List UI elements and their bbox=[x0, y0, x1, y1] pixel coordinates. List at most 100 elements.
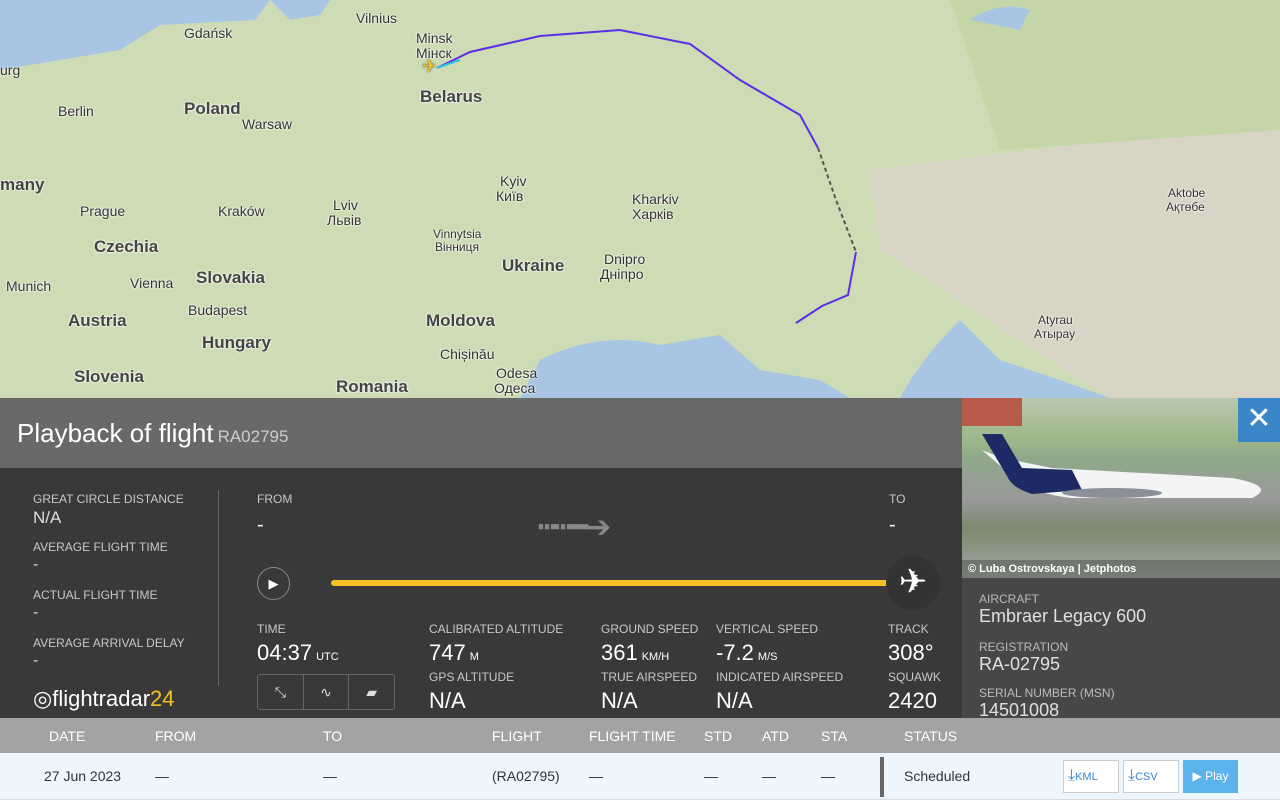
slider-handle-plane-icon[interactable]: ✈ bbox=[886, 556, 940, 610]
map-label: Slovakia bbox=[196, 268, 265, 287]
indicated-airspeed-label: INDICATED AIRSPEED bbox=[716, 670, 844, 684]
cell-to: — bbox=[323, 768, 337, 784]
play-row-button[interactable]: ▶ Play bbox=[1183, 760, 1238, 793]
cell-from: — bbox=[155, 768, 169, 784]
map-label: Hungary bbox=[202, 333, 271, 352]
col-to: TO bbox=[323, 728, 343, 744]
map-label: Lviv bbox=[333, 197, 358, 213]
map-label: Odesa bbox=[496, 365, 538, 381]
close-icon: ✕ bbox=[1246, 402, 1272, 435]
flight-path-end bbox=[795, 251, 857, 324]
route-icon[interactable]: ∿ bbox=[304, 675, 350, 709]
map-label: Kraków bbox=[218, 203, 265, 219]
progress-slider[interactable] bbox=[331, 580, 911, 586]
map-label: Austria bbox=[68, 311, 127, 330]
col-from: FROM bbox=[155, 728, 197, 744]
kml-download-button[interactable]: ⤓KML bbox=[1063, 760, 1119, 793]
flight-path-gap bbox=[817, 147, 857, 253]
track-label: TRACK bbox=[888, 622, 929, 636]
cell-status: Scheduled bbox=[904, 768, 971, 784]
map-label: Ukraine bbox=[502, 256, 565, 275]
col-date: DATE bbox=[49, 728, 86, 744]
map-label: Ақтөбе bbox=[1166, 200, 1205, 214]
time-unit: UTC bbox=[316, 651, 339, 663]
true-airspeed-value: N/A bbox=[601, 688, 638, 713]
chart-icon[interactable]: ▰ bbox=[366, 684, 378, 700]
time-label: TIME bbox=[257, 622, 286, 636]
flightradar24-logo: ◎flightradar24 bbox=[33, 686, 175, 712]
stat-value: - bbox=[33, 604, 39, 621]
map[interactable]: Gdańsk Vilnius Minsk Мінск Belarus Berlin Pola… bbox=[0, 0, 1280, 398]
aircraft-info: AIRCRAFT Embraer Legacy 600 REGISTRATION… bbox=[962, 578, 1280, 720]
map-label: Budapest bbox=[188, 302, 248, 318]
msn-label: SERIAL NUMBER (MSN) bbox=[979, 686, 1115, 700]
indicated-airspeed-value: N/A bbox=[716, 688, 753, 713]
aircraft-marker-icon[interactable]: ✈ bbox=[422, 56, 438, 76]
cell-std: — bbox=[704, 768, 718, 784]
logo-number: 24 bbox=[150, 686, 175, 711]
close-button[interactable]: ✕ bbox=[1238, 398, 1280, 442]
map-label: Vinnytsia bbox=[433, 227, 482, 241]
aircraft-photo[interactable]: © Luba Ostrovskaya | Jetphotos ✕ bbox=[962, 398, 1280, 578]
map-label: Kyiv bbox=[500, 173, 527, 189]
download-icon: ⤓ bbox=[1128, 767, 1136, 784]
from-value: - bbox=[257, 514, 264, 536]
map-label: many bbox=[0, 175, 45, 194]
map-label: Minsk bbox=[416, 30, 453, 46]
map-label: Berlin bbox=[58, 103, 94, 119]
map-label: Czechia bbox=[94, 237, 159, 256]
photo-credit[interactable]: © Luba Ostrovskaya | Jetphotos bbox=[962, 560, 1280, 578]
view-tools: ⤡ ∿ ▰ bbox=[257, 674, 395, 710]
aircraft-image bbox=[962, 398, 1261, 498]
radar-icon: ◎ bbox=[33, 686, 53, 711]
col-status: STATUS bbox=[904, 728, 958, 744]
to-value: - bbox=[889, 514, 896, 536]
flight-number: RA02795 bbox=[217, 427, 289, 446]
ground-speed-value: 361 bbox=[601, 640, 638, 665]
map-label: Kharkiv bbox=[632, 191, 679, 207]
page-title: Playback of flight bbox=[17, 418, 214, 448]
registration-label: REGISTRATION bbox=[979, 640, 1069, 654]
map-label: Одеса bbox=[494, 380, 536, 396]
col-std: STD bbox=[704, 728, 732, 744]
map-label: urg bbox=[0, 62, 21, 78]
vertical-speed-label: VERTICAL SPEED bbox=[716, 622, 819, 636]
col-flight-time: FLIGHT TIME bbox=[589, 728, 676, 744]
stat-label: Great circle distance bbox=[33, 492, 184, 506]
cal-alt-unit: M bbox=[469, 651, 479, 663]
cal-alt-value: 747 bbox=[429, 640, 466, 665]
play-icon: ▶ bbox=[1192, 769, 1206, 783]
gps-alt-value: N/A bbox=[429, 688, 466, 713]
play-button[interactable]: ▶ bbox=[257, 567, 290, 600]
csv-download-button[interactable]: ⤓CSV bbox=[1123, 760, 1179, 793]
map-label: Харків bbox=[632, 206, 674, 222]
cell-flight: (RA02795) bbox=[492, 768, 560, 784]
map-label: Poland bbox=[184, 99, 241, 118]
map-label: Dnipro bbox=[604, 251, 646, 267]
map-label: Vilnius bbox=[356, 10, 397, 26]
col-sta: STA bbox=[821, 728, 848, 744]
from-label: FROM bbox=[257, 492, 293, 506]
map-label: Vienna bbox=[130, 275, 174, 291]
map-label: Atyrau bbox=[1038, 313, 1073, 327]
row-divider bbox=[880, 757, 884, 797]
map-label: Moldova bbox=[426, 311, 495, 330]
playback-panel: Great circle distance N/A Average flight… bbox=[0, 468, 962, 718]
compress-icon[interactable]: ⤡ bbox=[258, 675, 304, 709]
map-label: Мінск bbox=[416, 45, 452, 61]
table-row[interactable]: 27 Jun 2023 — — (RA02795) — — — — Schedu… bbox=[0, 753, 1280, 800]
cell-atd: — bbox=[762, 768, 776, 784]
play-label: Play bbox=[1205, 769, 1229, 783]
map-label: Aktobe bbox=[1168, 186, 1206, 200]
cell-date: 27 Jun 2023 bbox=[44, 768, 122, 784]
track-value: 308° bbox=[888, 640, 934, 665]
stat-value: N/A bbox=[33, 508, 62, 527]
download-icon: ⤓ bbox=[1068, 767, 1076, 784]
playback-header: Playback of flight RA02795 bbox=[0, 398, 962, 468]
map-label: Атырау bbox=[1034, 327, 1076, 341]
true-airspeed-label: TRUE AIRSPEED bbox=[601, 670, 698, 684]
stat-label: Average flight time bbox=[33, 540, 168, 554]
map-label: Romania bbox=[336, 377, 408, 396]
map-label: Київ bbox=[496, 188, 524, 204]
ground-speed-unit: KM/H bbox=[641, 651, 670, 663]
